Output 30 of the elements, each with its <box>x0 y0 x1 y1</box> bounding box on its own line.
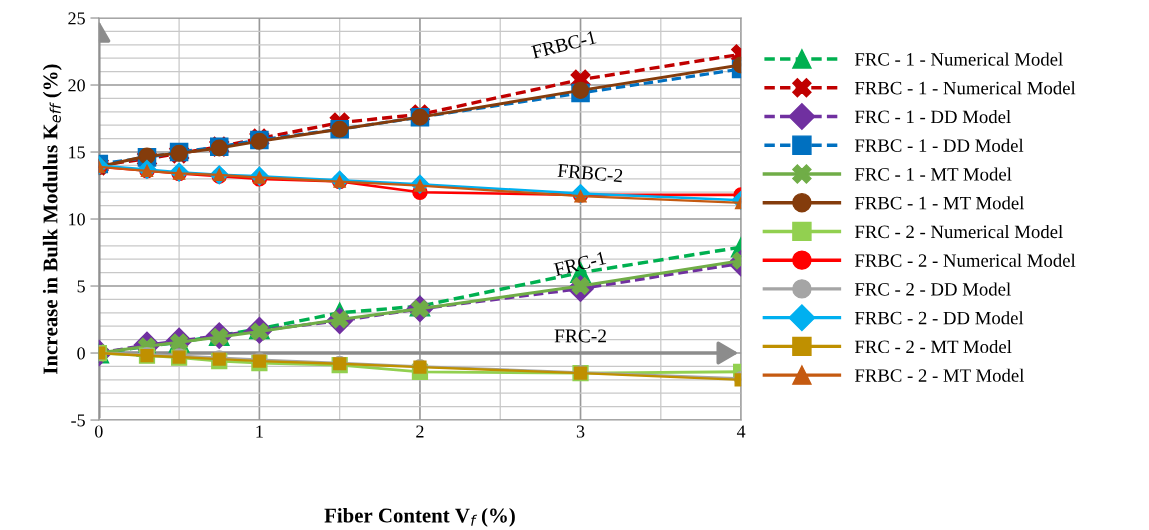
x-axis-title: Fiber Content V$_{f}$ (%) <box>324 507 515 527</box>
legend-label: FRBC - 2 - MT Model <box>854 368 1025 382</box>
legend-label: FRC - 1 - MT Model <box>854 167 1012 181</box>
legend-label: FRC - 1 - Numerical Model <box>854 52 1063 66</box>
y-tick-label: -5 <box>71 414 85 427</box>
x-tick-label: 2 <box>416 425 424 438</box>
legend-label: FRC - 2 - Numerical Model <box>854 224 1063 239</box>
legend-label: FRBC - 1 - Numerical Model <box>854 81 1076 95</box>
y-tick-label: 25 <box>68 12 85 25</box>
y-tick-label: 20 <box>68 79 85 92</box>
y-axis-title: Increase in Bulk Modulus K$_{eff}$ (%) <box>42 64 62 374</box>
y-tick-label: 0 <box>77 347 85 360</box>
legend-label: FRC - 1 - DD Model <box>854 109 1011 124</box>
legend-label: FRBC - 2 - DD Model <box>854 311 1024 325</box>
annotation: FRBC-1 <box>531 30 597 59</box>
x-tick-label: 3 <box>576 425 585 438</box>
legend-label: FRBC - 2 - Numerical Model <box>854 253 1076 267</box>
legend-label: FRC - 2 - DD Model <box>854 282 1011 296</box>
y-tick-label: 5 <box>77 280 85 293</box>
legend-label: FRBC - 1 - DD Model <box>854 138 1024 152</box>
y-tick-label: 15 <box>69 146 85 159</box>
legend-label: FRBC - 1 - MT Model <box>854 196 1025 210</box>
annotation: FRC-1 <box>553 251 607 277</box>
legend-label: FRC - 2 - MT Model <box>854 339 1012 354</box>
y-tick-label: 10 <box>69 213 85 226</box>
x-tick-label: 4 <box>736 425 746 438</box>
annotation: FRC-2 <box>554 329 606 343</box>
annotation: FRBC-2 <box>557 163 623 183</box>
x-tick-label: 1 <box>256 425 263 438</box>
x-tick-label: 0 <box>94 425 103 438</box>
